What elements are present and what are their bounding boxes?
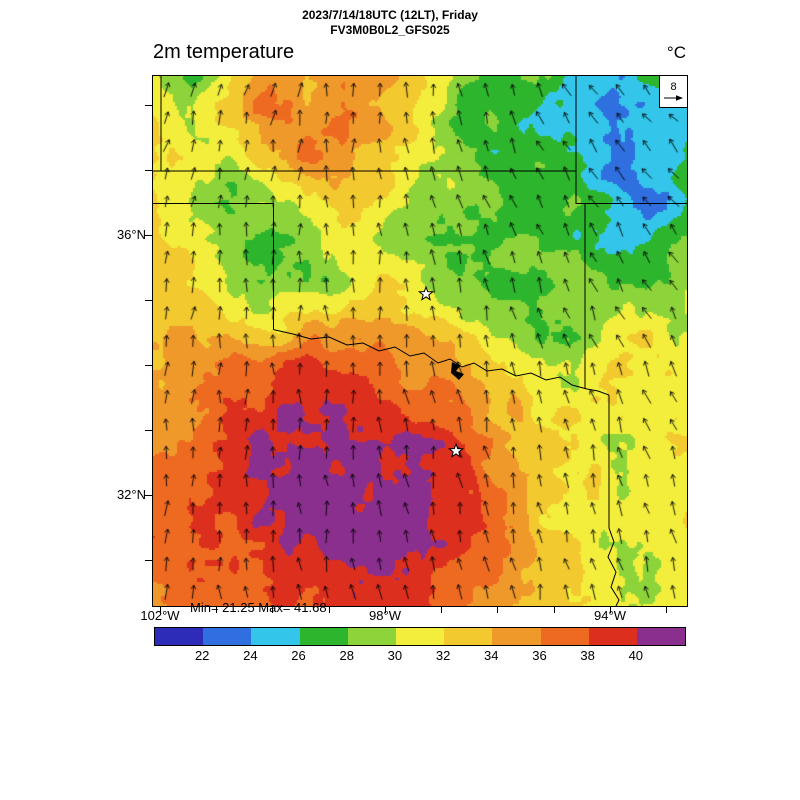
state-borders-overlay — [153, 76, 687, 606]
colorbar-tick-label: 32 — [435, 648, 451, 663]
colorbar-tick-label: 40 — [628, 648, 644, 663]
lat-label: 32°N — [116, 487, 146, 502]
lat-axis-tick — [145, 235, 152, 236]
colorbar-segment — [395, 628, 445, 645]
lon-axis-tick — [497, 606, 498, 613]
colorbar-segment — [636, 628, 686, 645]
state-border — [575, 171, 586, 389]
city-star-marker — [447, 442, 465, 458]
lat-axis-tick — [145, 105, 152, 106]
lat-axis-tick — [145, 560, 152, 561]
lon-axis-tick — [610, 606, 611, 613]
lat-axis-tick — [145, 170, 152, 171]
colorbar-segment — [299, 628, 348, 645]
minmax-label: Min= 21.25 Max= 41.68 — [190, 600, 327, 615]
colorbar-segment — [588, 628, 637, 645]
lat-axis-tick — [145, 300, 152, 301]
colorbar-tick-label: 36 — [532, 648, 547, 663]
colorbar-segment — [347, 628, 396, 645]
model-name-title: FV3M0B0L2_GFS025 — [330, 23, 450, 37]
colorbar-tick-label: 26 — [291, 648, 306, 663]
lon-label: 98°W — [369, 608, 401, 623]
field-title: 2m temperature — [153, 41, 295, 63]
lon-axis-tick — [554, 606, 555, 613]
colorbar-labels: 22 24 26 28 30 32 34 36 38 40 — [154, 648, 684, 664]
temperature-map: 8 — [152, 75, 688, 607]
colorbar-tick-label: 24 — [243, 648, 258, 663]
lat-axis-tick — [145, 495, 152, 496]
lon-axis-tick — [160, 606, 161, 613]
colorbar-segment — [492, 628, 541, 645]
reference-arrow-icon — [664, 95, 683, 101]
colorbar-tick-label: 22 — [194, 648, 210, 663]
colorbar-segment — [203, 628, 252, 645]
temperature-field-canvas — [153, 76, 687, 606]
valid-time-title: 2023/7/14/18UTC (12LT), Friday — [302, 8, 478, 22]
lat-axis-tick — [145, 430, 152, 431]
units-label: °C — [666, 43, 686, 62]
lat-axis-tick — [145, 365, 152, 366]
lon-axis-tick — [272, 606, 273, 613]
colorbar-tick-label: 38 — [580, 648, 595, 663]
colorbar-tick-label: 28 — [339, 648, 354, 663]
lake-marker — [451, 362, 464, 380]
lon-axis-tick — [216, 606, 217, 613]
lon-label: 102°W — [140, 608, 180, 623]
state-border — [273, 329, 610, 396]
reference-vector-label: 8 — [670, 81, 677, 93]
state-border — [607, 395, 620, 606]
colorbar-segment — [251, 628, 300, 645]
plot-header: 2023/7/14/18UTC (12LT), Friday FV3M0B0L2… — [0, 8, 780, 38]
colorbar-segment — [444, 628, 493, 645]
lon-axis-tick — [666, 606, 667, 613]
lon-label: 94°W — [594, 608, 626, 623]
colorbar-segment — [540, 628, 589, 645]
lon-axis-tick — [441, 606, 442, 613]
colorbar-tick-label: 34 — [484, 648, 499, 663]
lon-axis-tick — [385, 606, 386, 613]
colorbar-tick-label: 30 — [387, 648, 403, 663]
lon-axis-tick — [329, 606, 330, 613]
colorbar — [154, 627, 686, 646]
colorbar-segment — [155, 628, 204, 645]
reference-vector-box: 8 — [659, 75, 688, 108]
lat-label: 36°N — [116, 227, 146, 242]
city-star-marker — [417, 285, 435, 301]
